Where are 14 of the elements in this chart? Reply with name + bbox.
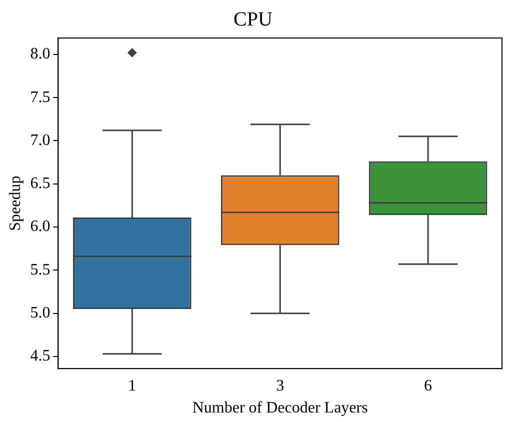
y-tick-label: 7.0 <box>30 132 50 149</box>
y-tick-label: 6.0 <box>30 218 50 236</box>
x-axis-title: Number of Decoder Layers <box>192 400 368 417</box>
y-tick-label: 5.0 <box>30 304 50 322</box>
x-tick-label: 6 <box>424 377 432 394</box>
y-tick-label: 6.5 <box>30 175 50 192</box>
y-tick-label: 5.5 <box>30 261 50 278</box>
y-tick-label: 4.5 <box>30 348 50 365</box>
y-axis-title: Speedup <box>6 176 24 231</box>
x-tick-label: 1 <box>128 377 136 394</box>
x-tick-label: 3 <box>276 377 284 394</box>
chart-title: CPU <box>234 8 274 30</box>
y-tick-label: 7.5 <box>30 88 50 106</box>
y-tick-label: 8.0 <box>30 46 50 63</box>
